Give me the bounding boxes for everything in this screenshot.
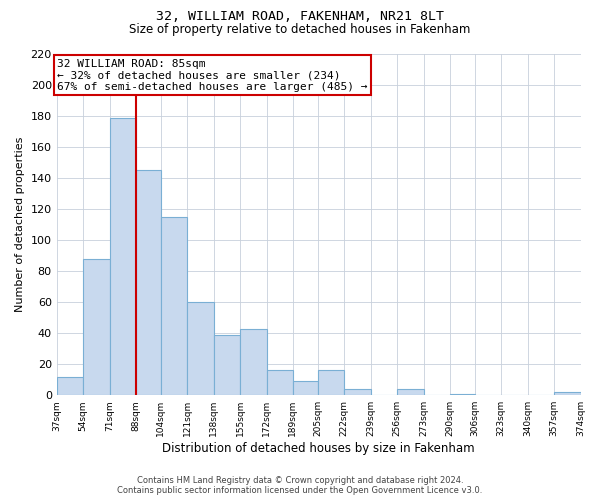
Bar (450, 394, 475, 395)
Bar (187, 302, 214, 395)
Text: Size of property relative to detached houses in Fakenham: Size of property relative to detached ho… (130, 22, 470, 36)
Text: 32 WILLIAM ROAD: 85sqm
← 32% of detached houses are smaller (234)
67% of semi-de: 32 WILLIAM ROAD: 85sqm ← 32% of detached… (58, 58, 368, 92)
Bar (266, 370, 293, 395)
Bar (110, 118, 136, 395)
Bar (318, 370, 344, 395)
Bar (293, 381, 318, 395)
Bar (83, 258, 110, 395)
Bar (554, 392, 581, 395)
Bar (136, 170, 161, 395)
Bar (161, 217, 187, 395)
X-axis label: Distribution of detached houses by size in Fakenham: Distribution of detached houses by size … (162, 442, 475, 455)
Y-axis label: Number of detached properties: Number of detached properties (15, 137, 25, 312)
Bar (56, 376, 83, 395)
Text: Contains HM Land Registry data © Crown copyright and database right 2024.
Contai: Contains HM Land Registry data © Crown c… (118, 476, 482, 495)
Text: 32, WILLIAM ROAD, FAKENHAM, NR21 8LT: 32, WILLIAM ROAD, FAKENHAM, NR21 8LT (156, 10, 444, 23)
Bar (214, 334, 240, 395)
Bar (240, 328, 266, 395)
Bar (397, 389, 424, 395)
Bar (344, 389, 371, 395)
